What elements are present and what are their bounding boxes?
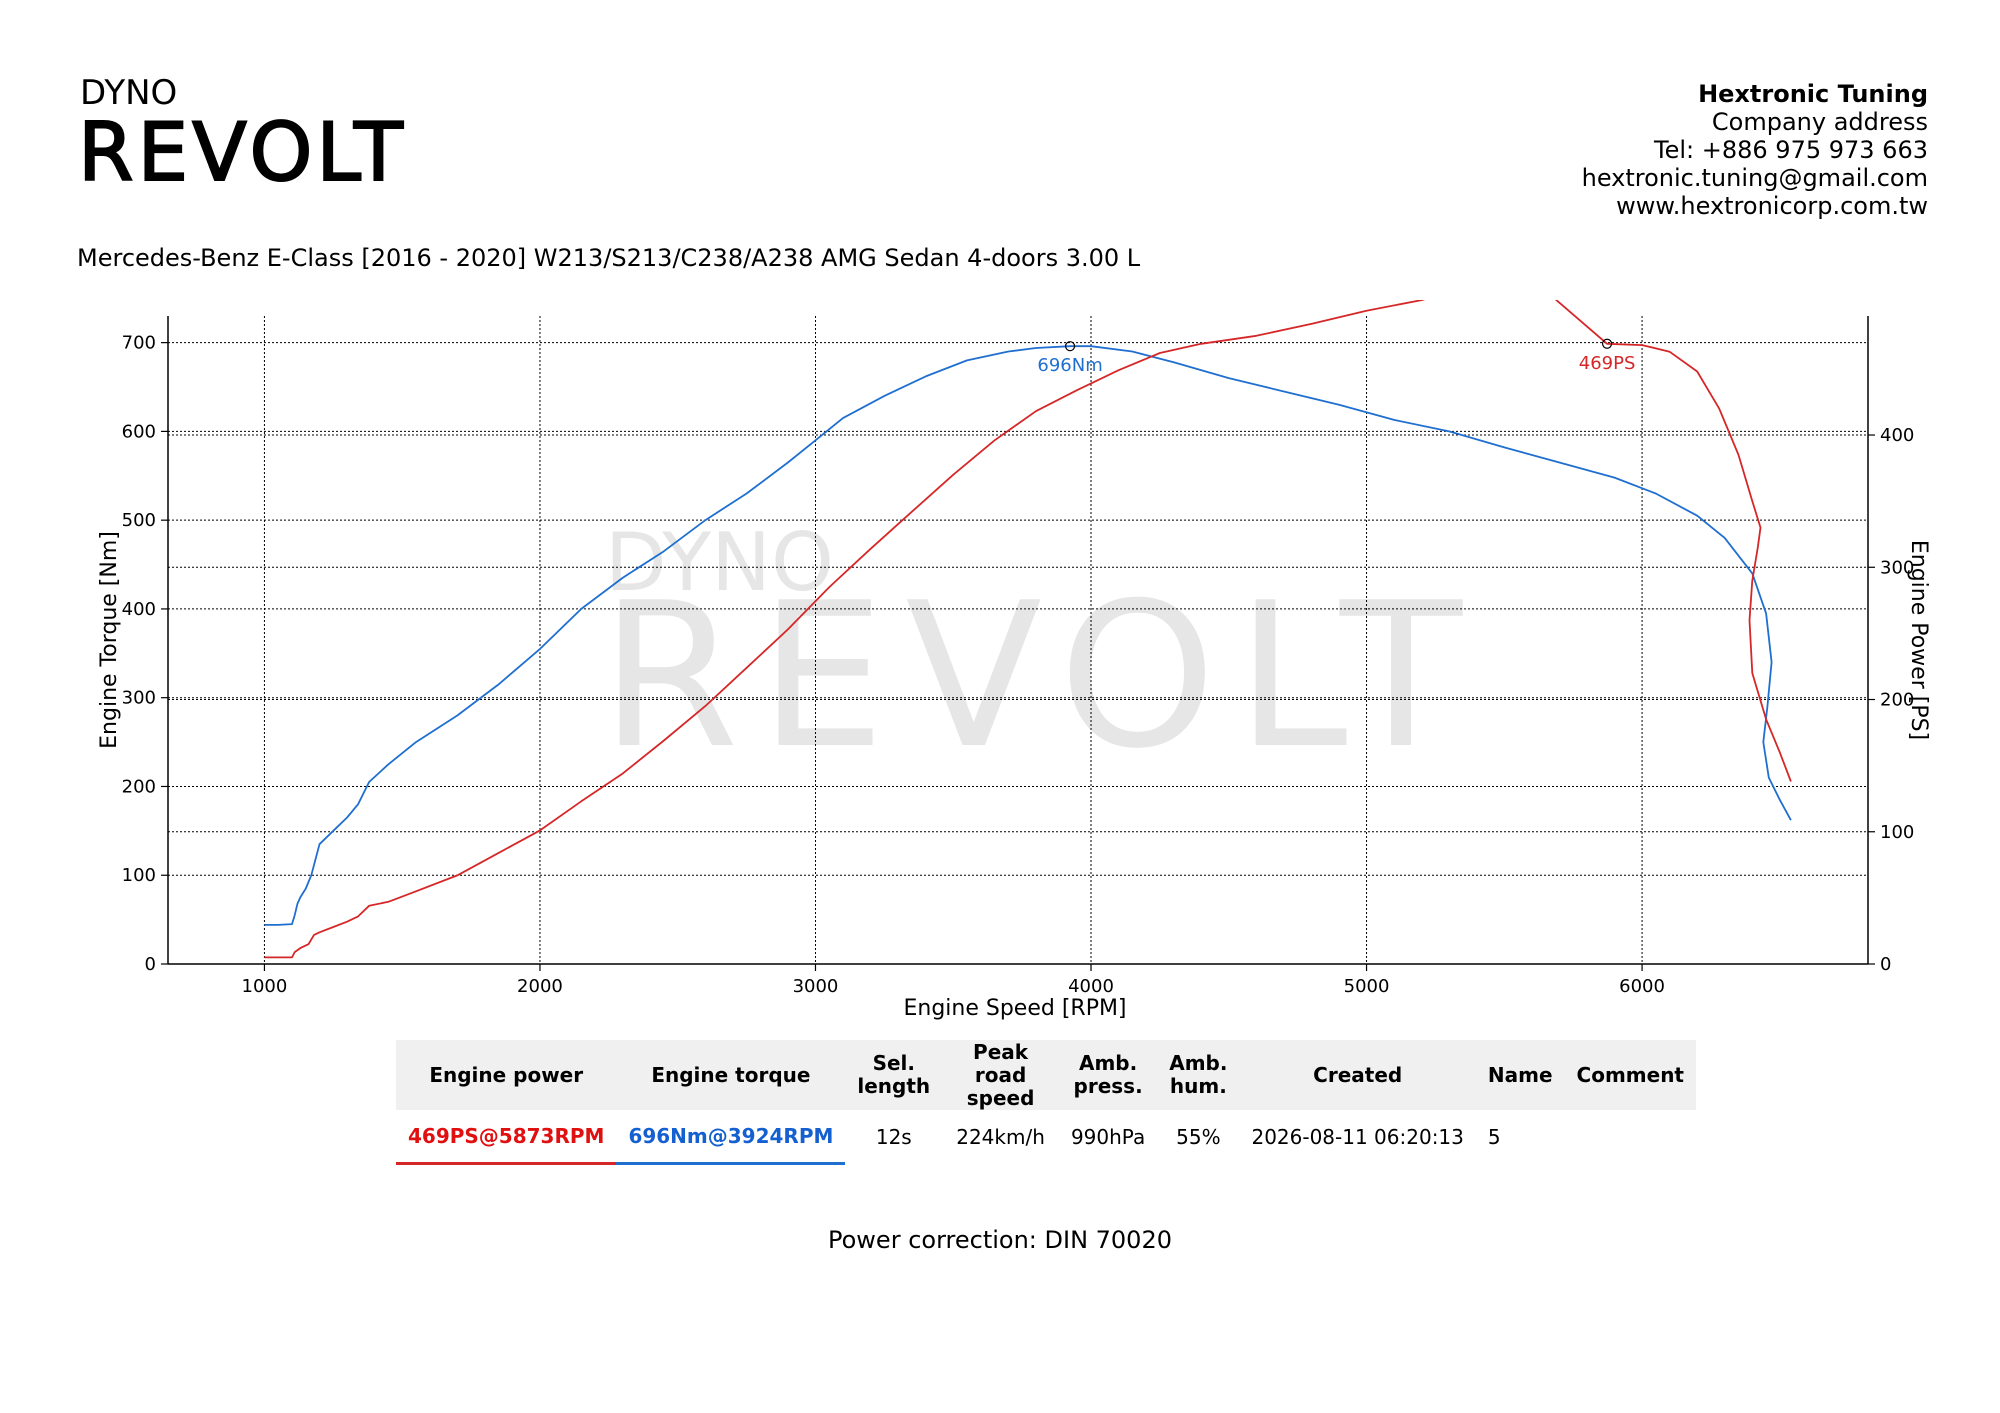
x-axis-label: Engine Speed [RPM] [903, 996, 1126, 1021]
x-tick-label: 1000 [242, 976, 288, 997]
results-header-row: Engine power Engine torque Sel. length Pe… [396, 1040, 1696, 1110]
peak-label: 469PS [1579, 353, 1636, 374]
company-address: Company address [1711, 108, 1928, 136]
cell-created: 2026-08-11 06:20:13 [1251, 1124, 1464, 1149]
chart-series [264, 300, 1792, 959]
y-tick-label-left: 0 [145, 954, 156, 975]
cell-comment [1565, 1110, 1696, 1164]
logo-text-bottom: REVOLT [78, 106, 407, 186]
x-tick-label: 2000 [517, 976, 563, 997]
header-comment: Comment [1564, 1040, 1696, 1110]
y-tick-label-left: 300 [122, 688, 156, 709]
y-axis-right-label: Engine Power [PS] [1906, 540, 1931, 740]
cell-engine-torque: 696Nm@3924RPM [616, 1110, 846, 1165]
logo-text-top: DYNO [80, 76, 177, 113]
power-correction: Power correction: DIN 70020 [828, 1226, 1172, 1254]
x-tick-label: 3000 [793, 976, 839, 997]
header-engine-power: Engine power [396, 1040, 617, 1110]
y-tick-label-left: 100 [122, 865, 156, 886]
y-tick-label-left: 400 [122, 599, 156, 620]
company-email: hextronic.tuning@gmail.com [1581, 164, 1928, 192]
header-amb-hum-text: Amb. hum. [1169, 1051, 1228, 1098]
chart-annotations: 696Nm 469PS [1037, 338, 1636, 376]
header-sel-length-text: Sel. length [857, 1051, 931, 1098]
y-tick-label-right: 400 [1880, 425, 1914, 446]
chart-grid [168, 316, 1868, 964]
vehicle-title: Mercedes-Benz E-Class [2016 - 2020] W213… [77, 244, 1141, 272]
header-amb-press: Amb. press. [1058, 1040, 1158, 1110]
y-tick-label-right: 0 [1880, 954, 1891, 975]
y-tick-label-right: 100 [1880, 822, 1914, 843]
power-curve [264, 300, 1792, 959]
dyno-revolt-logo: DYNO REVOLT [77, 73, 448, 200]
header-sel-length: Sel. length [845, 1040, 943, 1110]
company-name: Hextronic Tuning [1698, 80, 1928, 108]
header-created: Created [1239, 1040, 1476, 1110]
peak-label: 696Nm [1037, 355, 1102, 376]
cell-amb-press: 990hPa [1070, 1124, 1146, 1149]
company-info: Hextronic Tuning Company address Tel: +8… [1582, 80, 1928, 220]
y-tick-label-left: 700 [122, 333, 156, 354]
company-phone: Tel: +886 975 973 663 [1654, 136, 1928, 164]
y-tick-label-right: 200 [1880, 690, 1914, 711]
x-tick-label: 4000 [1068, 976, 1114, 997]
header-peak-road-speed-text: Peak road speed [966, 1039, 1035, 1110]
y-tick-label-left: 200 [122, 776, 156, 797]
cell-engine-power: 469PS@5873RPM [396, 1110, 617, 1165]
header-peak-road-speed: Peak road speed [942, 1040, 1059, 1110]
header-engine-torque: Engine torque [616, 1040, 846, 1110]
cell-amb-hum: 55% [1176, 1124, 1221, 1149]
peak-marker [1601, 338, 1613, 349]
cell-sel-length: 12s [875, 1124, 912, 1149]
header-name: Name [1475, 1040, 1565, 1110]
header-amb-hum: Amb. hum. [1157, 1040, 1240, 1110]
watermark-text-bottom: REVOLT [600, 560, 1482, 793]
y-tick-label-left: 500 [122, 510, 156, 531]
header-amb-press-text: Amb. press. [1073, 1051, 1143, 1098]
results-row: 469PS@5873RPM 696Nm@3924RPM 12s 224km/h … [396, 1110, 1696, 1165]
y-tick-label-left: 600 [122, 421, 156, 442]
x-tick-label: 5000 [1344, 976, 1390, 997]
cell-peak-road-speed: 224km/h [956, 1124, 1045, 1149]
x-tick-label: 6000 [1619, 976, 1665, 997]
cell-name: 5 [1487, 1124, 1501, 1149]
chart-axes: 1000 2000 3000 4000 5000 60000100200300400500… [122, 316, 1914, 997]
company-website: www.hextronicorp.com.tw [1616, 192, 1928, 220]
watermark-text-top: DYNO [605, 516, 834, 609]
peak-marker [1064, 341, 1076, 352]
results-table: Engine power Engine torque Sel. length Pe… [396, 1040, 1696, 1165]
torque-curve [264, 345, 1792, 926]
y-tick-label-right: 300 [1880, 557, 1914, 578]
y-axis-left-label: Engine Torque [Nm] [97, 531, 122, 749]
